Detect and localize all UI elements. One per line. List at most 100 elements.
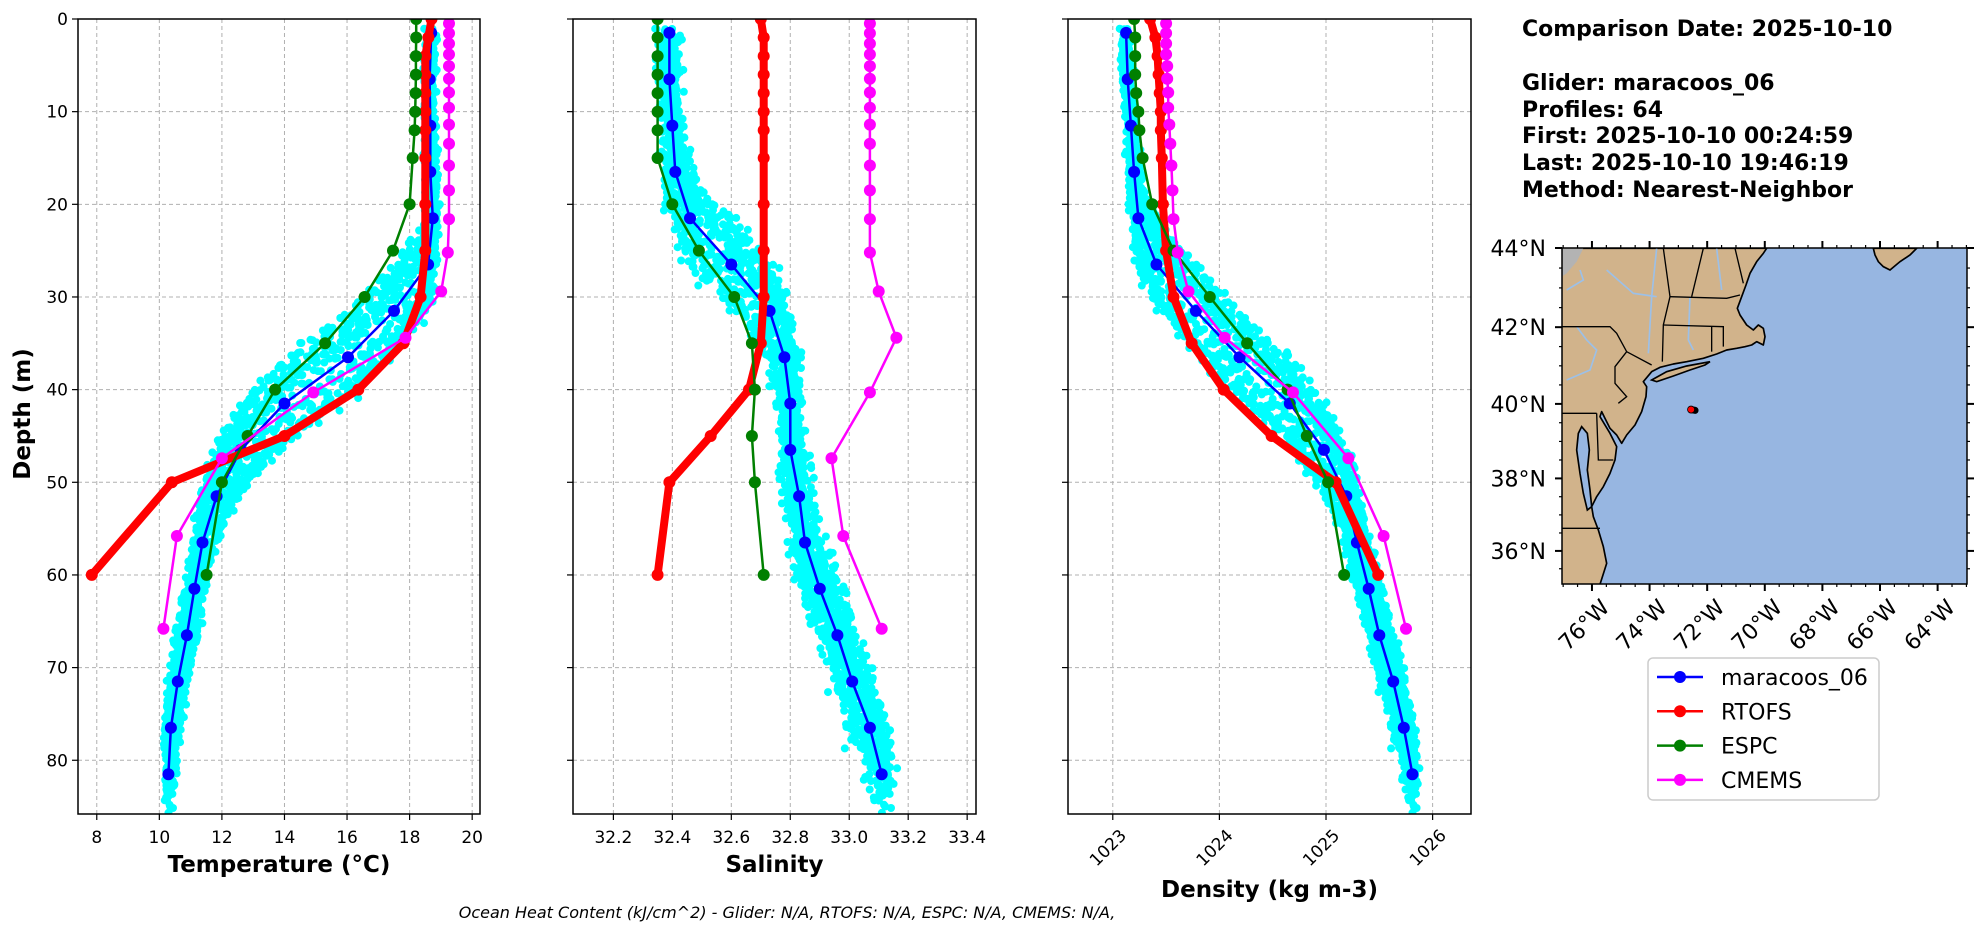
glider-scatter-point <box>816 551 825 560</box>
series-point <box>863 721 876 734</box>
series-point <box>663 476 676 489</box>
glider-scatter-point <box>664 132 673 141</box>
glider-scatter-point <box>771 369 780 378</box>
plot-area <box>651 19 903 814</box>
series-point <box>419 124 432 137</box>
glider-scatter-point <box>876 733 885 742</box>
glider-scatter-point <box>180 608 189 617</box>
glider-scatter-point <box>404 239 413 247</box>
glider-scatter-point <box>694 230 703 239</box>
glider-scatter-point <box>784 550 793 559</box>
series-point <box>863 37 876 50</box>
glider-scatter-point <box>699 207 708 216</box>
series-point <box>164 721 177 734</box>
glider-scatter-point <box>787 477 795 486</box>
x-tick-label: 10 <box>149 828 171 848</box>
series-point <box>171 675 184 688</box>
glider-scatter-point <box>232 495 241 503</box>
series-point <box>200 568 213 581</box>
glider-scatter-point <box>784 338 793 347</box>
glider-scatter-point <box>294 369 303 378</box>
glider-scatter-point <box>705 212 714 221</box>
glider-scatter-point <box>719 207 728 216</box>
glider-scatter-point <box>789 543 798 552</box>
glider-scatter-point <box>746 319 755 328</box>
glider-scatter-point <box>676 31 684 40</box>
glider-scatter-point <box>828 548 837 557</box>
x-axis-label: Salinity <box>725 852 823 878</box>
glider-scatter-point <box>420 319 428 328</box>
glider-scatter-point <box>860 739 869 748</box>
series-point <box>170 530 183 542</box>
x-tick-label: 33.0 <box>830 828 868 848</box>
glider-scatter-point <box>243 474 252 483</box>
glider-scatter-point <box>868 688 877 697</box>
series-point <box>704 430 717 442</box>
glider-scatter-point <box>765 327 774 336</box>
glider-scatter-point <box>733 237 742 246</box>
series-point <box>754 337 767 350</box>
rtofs-series <box>651 19 770 581</box>
x-axis-label: Temperature (°C) <box>168 852 391 878</box>
glider-scatter-point <box>778 294 787 303</box>
glider-scatter-point <box>881 781 890 789</box>
series-point <box>757 87 770 100</box>
glider-scatter-point <box>864 695 873 704</box>
series-point <box>651 568 664 581</box>
glider-scatter-point <box>279 370 288 379</box>
x-tick-label: 14 <box>274 828 296 848</box>
glider-scatter-point <box>831 651 840 659</box>
glider-scatter-point <box>814 627 823 636</box>
glider-scatter-point <box>386 263 395 272</box>
glider-scatter-point <box>879 750 888 759</box>
series-point <box>757 105 770 118</box>
series-point <box>358 291 371 303</box>
glider-scatter-point <box>679 87 688 96</box>
glider-scatter-point <box>829 674 838 683</box>
glider-scatter-point <box>354 325 363 334</box>
glider-scatter-point <box>675 139 684 148</box>
series-point <box>425 19 438 25</box>
glider-scatter-point <box>229 506 238 515</box>
series-point <box>754 19 767 25</box>
glider-scatter-point <box>172 732 181 741</box>
series-point <box>684 212 696 225</box>
glider-scatter-point <box>684 150 693 159</box>
glider-scatter-point <box>161 713 170 722</box>
glider-scatter-point <box>737 256 746 265</box>
glider-scatter-point <box>659 206 668 215</box>
glider-scatter-point <box>859 775 868 784</box>
glider-scatter-point <box>162 793 171 802</box>
series-point <box>757 198 770 211</box>
glider-scatter-point <box>665 152 674 160</box>
glider-scatter-point <box>662 157 671 166</box>
glider-scatter-point <box>346 320 355 329</box>
glider-scatter-point <box>707 231 716 240</box>
glider-scatter-point <box>807 461 815 470</box>
series-point <box>157 622 170 635</box>
glider-scatter-point <box>247 461 256 470</box>
glider-scatter-point <box>176 718 185 727</box>
glider-scatter-point <box>746 257 755 266</box>
glider-scatter-point <box>847 633 856 642</box>
glider-scatter-point <box>332 344 340 353</box>
x-tick-label: 20 <box>461 828 483 848</box>
glider-scatter-point <box>893 764 902 773</box>
glider-scatter-point <box>258 457 267 466</box>
axes-frame <box>572 18 977 815</box>
glider-scatter-point <box>853 714 862 723</box>
glider-scatter-point <box>788 500 797 509</box>
glider-scatter-point <box>405 245 414 254</box>
y-tick-label: 40 <box>46 381 68 401</box>
glider-scatter-point <box>861 683 870 692</box>
glider-scatter-point <box>232 431 241 440</box>
glider-scatter-point <box>189 538 198 547</box>
series-point <box>757 124 770 137</box>
series-point <box>410 31 423 44</box>
glider-scatter-point <box>845 652 854 661</box>
series-point <box>757 244 770 257</box>
series-point <box>443 159 455 172</box>
glider-scatter-point <box>240 408 249 416</box>
glider-scatter-point <box>875 708 884 717</box>
glider-scatter-point <box>842 720 850 729</box>
